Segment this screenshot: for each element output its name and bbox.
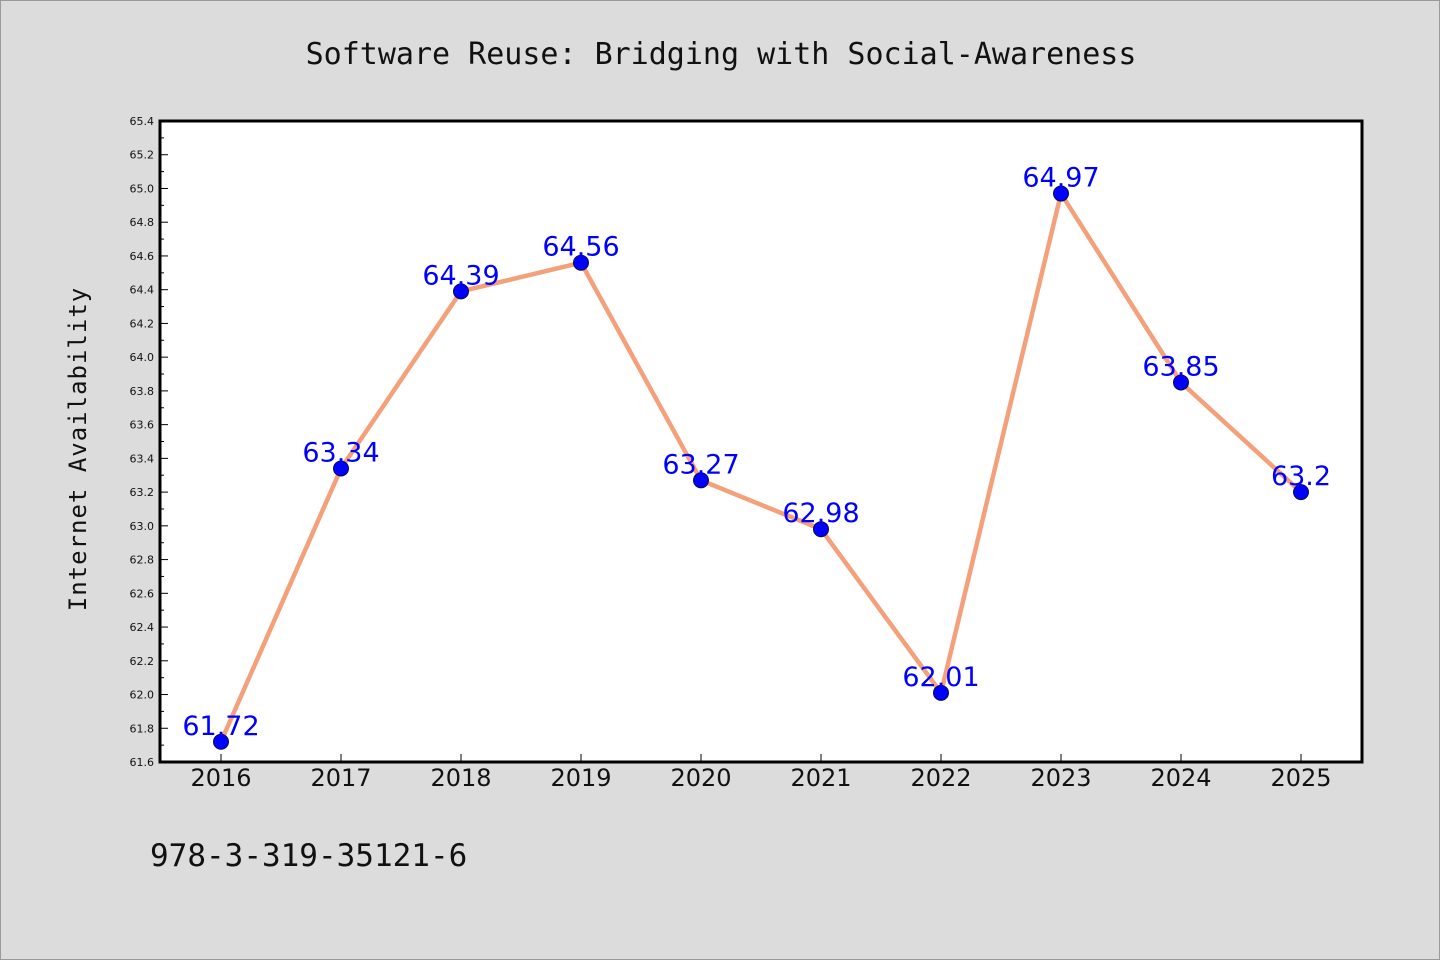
y-tick-label: 63.8 [130, 385, 155, 398]
y-tick-label: 62.6 [130, 587, 155, 600]
x-tick-label: 2021 [790, 764, 851, 792]
y-tick-label: 65.0 [130, 182, 155, 195]
data-point-label: 63.85 [1142, 351, 1219, 382]
x-axis-ticks: 2016 2017 2018 2019 2020 2021 2022 2023 2024 2025 [190, 754, 1332, 792]
x-tick-label: 2024 [1150, 764, 1211, 792]
data-point-marker [813, 521, 829, 538]
y-tick-label: 61.8 [130, 722, 155, 735]
series-markers [213, 185, 1309, 750]
data-point-label: 62.98 [782, 498, 859, 529]
data-point-marker [573, 254, 589, 271]
x-tick-label: 2016 [190, 764, 251, 792]
x-tick-label: 2018 [430, 764, 491, 792]
data-point-label: 63.27 [662, 449, 739, 480]
plot-frame [158, 119, 1364, 764]
y-tick-label: 62.2 [130, 655, 155, 668]
y-tick-label: 63.4 [130, 452, 155, 465]
data-point-label: 63.2 [1271, 461, 1331, 492]
x-tick-label: 2019 [550, 764, 611, 792]
y-tick-label: 64.8 [130, 216, 155, 229]
y-tick-label: 64.0 [130, 351, 155, 364]
y-tick-label: 64.6 [130, 250, 155, 263]
y-tick-label: 61.6 [130, 756, 155, 769]
data-point-marker [1293, 484, 1309, 501]
data-point-label: 64.39 [422, 260, 499, 291]
y-tick-label: 63.0 [130, 520, 155, 533]
data-point-marker [1173, 374, 1189, 391]
y-tick-label: 62.4 [130, 621, 155, 634]
data-point-label: 61.72 [182, 711, 259, 742]
y-tick-label: 62.0 [130, 689, 155, 702]
y-axis-label: Internet Availability [64, 287, 92, 611]
data-point-marker [933, 684, 949, 701]
y-tick-label: 65.4 [130, 115, 155, 128]
y-tick-label: 64.2 [130, 317, 155, 330]
y-axis-ticks: 61.6 61.8 62.0 62.2 62.4 62.6 62.8 63.0 63.2 63.4… [130, 115, 168, 769]
data-point-marker [1053, 185, 1069, 202]
y-tick-label: 63.6 [130, 419, 155, 432]
x-tick-label: 2017 [310, 764, 371, 792]
x-tick-label: 2022 [910, 764, 971, 792]
y-tick-label: 65.2 [130, 149, 155, 162]
data-point-marker [693, 472, 709, 489]
y-tick-label: 62.8 [130, 554, 155, 567]
y-tick-label: 64.4 [130, 284, 155, 297]
x-tick-label: 2020 [670, 764, 731, 792]
data-point-marker [333, 460, 349, 477]
data-point-label: 64.56 [542, 232, 619, 263]
y-tick-label: 63.2 [130, 486, 155, 499]
series-lines [218, 191, 1304, 745]
chart-title: Software Reuse: Bridging with Social-Awa… [306, 37, 1137, 72]
footnote-isbn: 978-3-319-35121-6 [150, 838, 467, 874]
data-point-marker [213, 733, 229, 750]
data-point-marker [453, 283, 469, 300]
x-tick-label: 2025 [1270, 764, 1331, 792]
point-labels: 61.72 63.34 64.39 64.56 63.27 62.98 62.01 64.97… [182, 163, 1331, 742]
data-point-label: 62.01 [902, 662, 979, 693]
data-point-label: 64.97 [1022, 163, 1099, 194]
data-point-label: 63.34 [302, 437, 379, 468]
x-tick-label: 2023 [1030, 764, 1091, 792]
series-line [218, 191, 1304, 745]
